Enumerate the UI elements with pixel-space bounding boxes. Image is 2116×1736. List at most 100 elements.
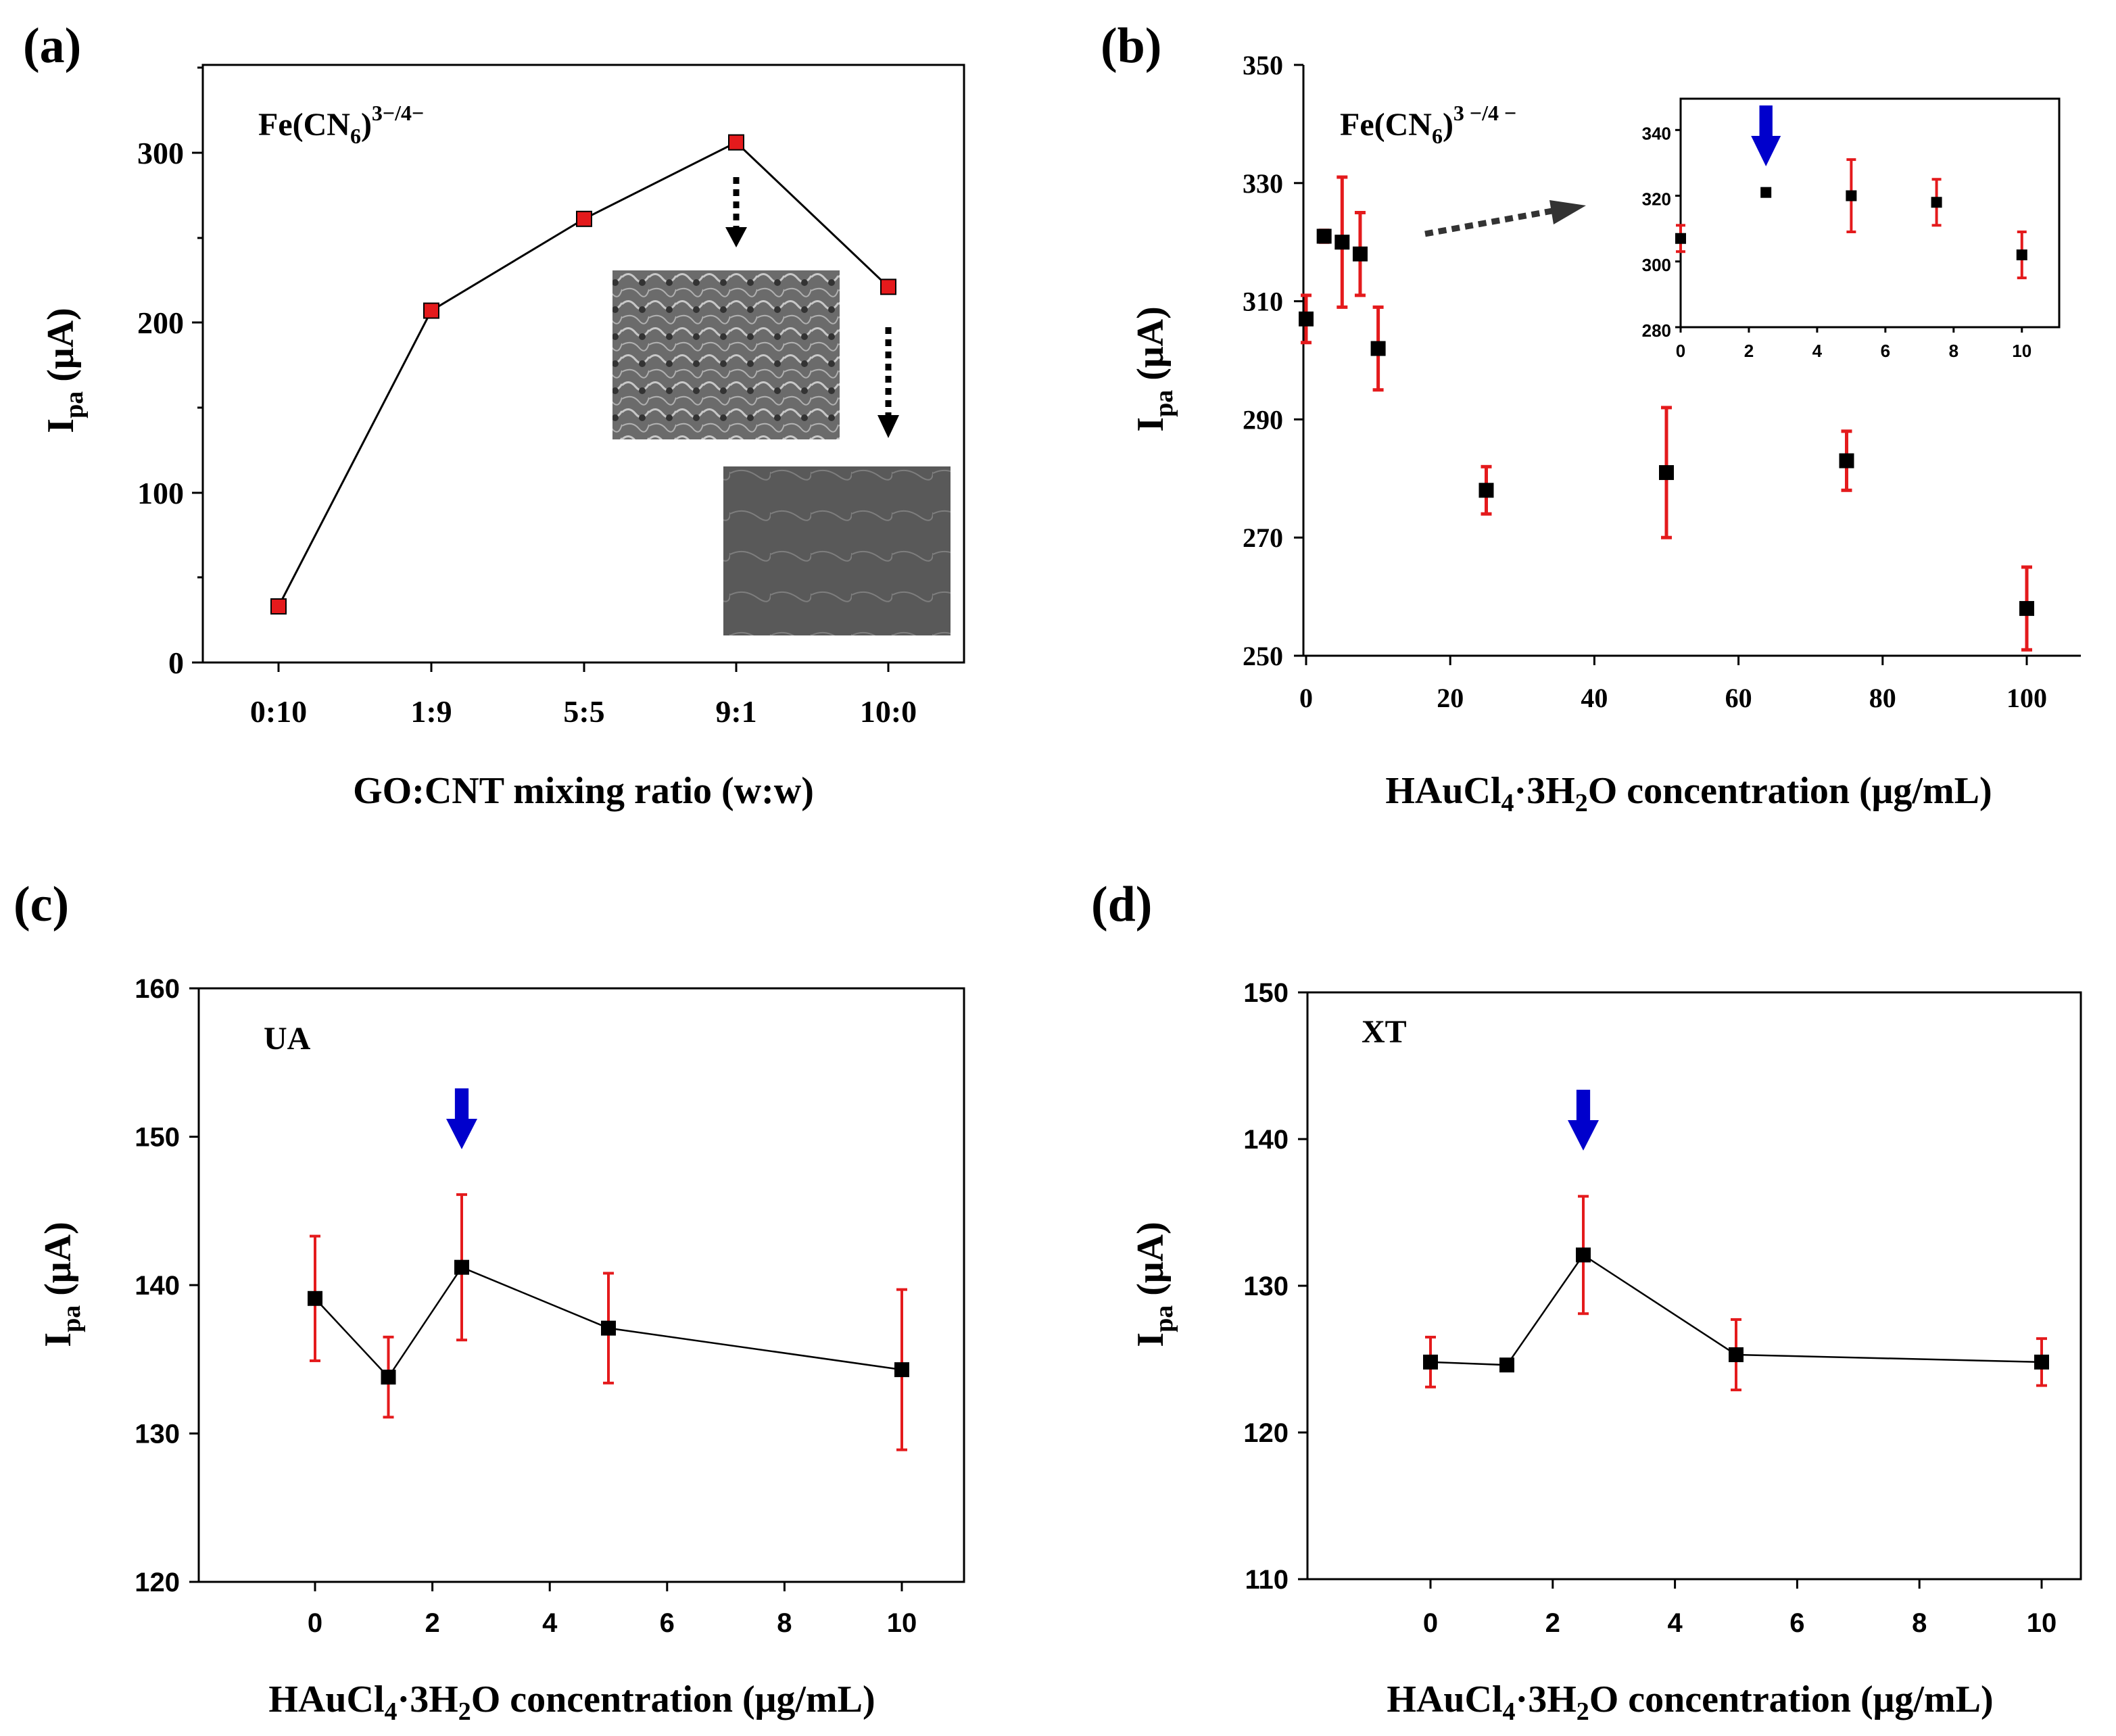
x-ticks-a: 0:10 1:9 5:5 9:1 10:0: [250, 662, 917, 729]
x-tick-label: 0:10: [250, 694, 307, 729]
y-tick-label: 310: [1243, 287, 1283, 317]
x-tick-label: 2: [1744, 341, 1754, 361]
ticks-c: 0 2 4 6 8 10 120 130 140 150 160: [135, 974, 917, 1638]
down-arrow-icon: [454, 1088, 469, 1122]
data-point: [1659, 465, 1674, 481]
x-tick-label: 4: [1812, 341, 1823, 361]
y-tick-label: 150: [1243, 978, 1289, 1008]
y-tick-label: 270: [1243, 523, 1283, 553]
y-tick-label: 320: [1642, 189, 1671, 210]
data-point: [1352, 246, 1368, 262]
panel-label-b: (b): [1101, 18, 1161, 74]
y-tick-label: 280: [1642, 320, 1671, 341]
x-axis-label-d: HAuCl4·3H2O concentration (μg/mL): [1387, 1679, 1993, 1726]
plot-area-c: [308, 1088, 909, 1451]
inset-plot-b: 0 2 4 6 8 10 280 300 320 340: [1642, 105, 2031, 361]
y-tick-label: 140: [1243, 1125, 1289, 1155]
x-tick-label: 10:0: [860, 694, 917, 729]
x-axis-label-c: HAuCl4·3H2O concentration (μg/mL): [268, 1679, 875, 1726]
y-tick-label: 200: [137, 306, 184, 340]
x-tick-label: 0: [308, 1608, 322, 1638]
down-arrow-icon: [1751, 136, 1781, 166]
data-point: [880, 279, 896, 295]
x-tick-label: 4: [1667, 1608, 1683, 1638]
species-label-d: XT: [1362, 1014, 1407, 1050]
panel-label-c: (c): [14, 877, 69, 932]
y-tick-label: 300: [1642, 255, 1671, 275]
species-label-c: UA: [264, 1021, 311, 1057]
plot-frame-d: [1306, 991, 2082, 1581]
y-axis-label-a: Ipa (μA): [40, 308, 89, 433]
plot-area-b: [1299, 175, 2034, 652]
y-tick-label: 150: [135, 1123, 180, 1153]
panel-a: (a) 0 100 200 300 0:10 1:9 5:5: [23, 18, 965, 812]
y-ticks-a: 0 100 200 300: [137, 66, 203, 680]
y-tick-label: 140: [135, 1271, 180, 1301]
x-tick-label: 6: [660, 1608, 675, 1638]
y-tick-label: 110: [1245, 1565, 1289, 1595]
data-point: [1576, 1247, 1591, 1263]
species-label-a: Fe(CN6)3−/4−: [258, 101, 424, 148]
x-tick-label: 8: [1949, 341, 1958, 361]
y-tick-label: 120: [1243, 1418, 1289, 1448]
x-tick-label: 9:1: [715, 694, 756, 729]
x-tick-label: 10: [887, 1608, 917, 1638]
data-point: [1499, 1357, 1514, 1373]
down-arrow-icon: [1568, 1120, 1599, 1151]
y-axis-label-b: Ipa (μA): [1130, 306, 1178, 431]
data-point: [1839, 453, 1854, 468]
x-tick-label: 8: [777, 1608, 792, 1638]
x-tick-label: 40: [1581, 683, 1608, 713]
x-axis-label-b: HAuCl4·3H2O concentration (μg/mL): [1385, 770, 1992, 817]
x-tick-label: 80: [1869, 683, 1896, 713]
data-point: [1316, 228, 1332, 244]
sem-micrograph-icon: [612, 270, 840, 439]
x-tick-label: 1:9: [410, 694, 452, 729]
data-point: [308, 1291, 322, 1306]
y-tick-label: 350: [1243, 50, 1283, 80]
x-tick-label: 0: [1299, 683, 1313, 713]
data-point: [2034, 1354, 2049, 1370]
panel-c: (c) 0 2 4 6 8 10 120 130 140 150 160 HAuCl4·3H2O c…: [14, 877, 965, 1726]
data-point: [1423, 1354, 1438, 1370]
y-tick-label: 330: [1243, 168, 1283, 199]
x-tick-label: 6: [1789, 1608, 1804, 1638]
data-point: [1931, 197, 1942, 208]
panel-label-d: (d): [1091, 877, 1152, 932]
y-tick-label: 160: [135, 974, 180, 1004]
data-point: [270, 598, 287, 615]
x-tick-label: 8: [1912, 1608, 1927, 1638]
y-tick-label: 120: [135, 1568, 180, 1597]
plot-frame-c: [197, 987, 965, 1583]
data-point: [423, 302, 439, 319]
plot-area-a: [270, 134, 896, 615]
dashed-arrow-icon: [725, 177, 747, 247]
data-point: [1370, 341, 1386, 356]
species-label-b: Fe(CN6)3 −/4 −: [1340, 101, 1516, 148]
data-point: [1299, 311, 1314, 327]
data-point: [2016, 249, 2027, 261]
y-tick-label: 300: [137, 136, 184, 170]
data-point: [1334, 235, 1350, 250]
x-tick-label: 0: [1676, 341, 1685, 361]
down-arrow-icon: [1576, 1090, 1591, 1124]
y-axis-label-c: Ipa (μA): [37, 1222, 86, 1347]
y-tick-label: 250: [1243, 641, 1283, 671]
x-tick-label: 2: [425, 1608, 439, 1638]
y-tick-label: 0: [168, 646, 184, 680]
data-point: [1760, 187, 1772, 198]
y-tick-label: 340: [1642, 123, 1671, 143]
data-point: [894, 1362, 909, 1378]
data-point: [1729, 1347, 1744, 1362]
down-arrow-icon: [446, 1119, 477, 1149]
plot-area-d: [1423, 1090, 2049, 1392]
data-point: [601, 1320, 616, 1336]
dashed-arrow-icon: [877, 327, 899, 438]
y-tick-label: 130: [1243, 1272, 1289, 1301]
panel-d: (d) 0 2 4 6 8 10 110 120 130 140 150 HAuCl4·3H2O c…: [1091, 877, 2082, 1726]
x-tick-label: 6: [1881, 341, 1890, 361]
data-point: [1478, 483, 1494, 498]
x-tick-label: 20: [1437, 683, 1464, 713]
